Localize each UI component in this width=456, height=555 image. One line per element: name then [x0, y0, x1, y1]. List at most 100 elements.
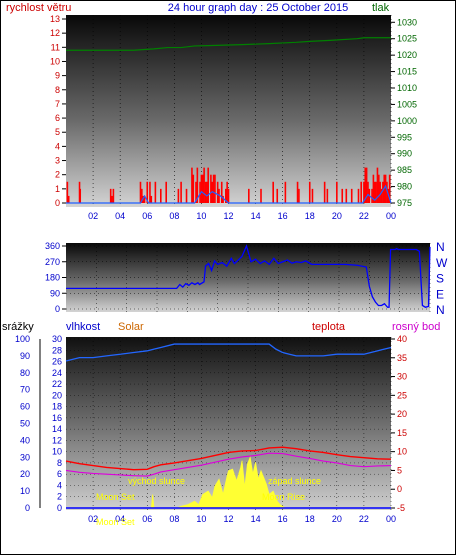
- x-tick-label: 18: [305, 514, 315, 524]
- rain-tick-label: 50: [20, 419, 30, 429]
- wind-speed-tick-label: 8: [55, 85, 60, 95]
- x-tick-label: 08: [169, 211, 179, 221]
- x-tick-label: 18: [305, 211, 315, 221]
- x-tick-label: 10: [196, 211, 206, 221]
- wind-direction-y-axis: 0 90 180 270 360: [45, 241, 66, 314]
- humidity-tick-label: 18: [52, 402, 62, 412]
- temperature-tick-label: 5: [397, 465, 402, 475]
- x-tick-label: 14: [251, 211, 261, 221]
- pressure-line: [66, 37, 391, 51]
- sunrise-annotation: východ slunce: [128, 476, 185, 486]
- dewpoint-axis-label: rosný bod: [392, 321, 440, 333]
- wind-pressure-x-axis: 02 04 06 08 10 12 14 16 18 20 22 00: [88, 211, 396, 221]
- temperature-tick-label: 15: [397, 428, 407, 438]
- pressure-tick-label: 980: [397, 182, 412, 192]
- chart-title: 24 hour graph day : 25 October 2015: [168, 2, 348, 14]
- rain-tick-label: 70: [20, 385, 30, 395]
- dewpoint-line: [65, 452, 392, 477]
- wind-speed-axis-label: rychlost větru: [6, 2, 71, 14]
- temperature-tick-label: 30: [397, 372, 407, 382]
- rain-humidity-x-axis: 02 04 06 08 10 12 14 16 18 20 22 00: [88, 514, 396, 524]
- x-tick-label: 08: [169, 514, 179, 524]
- wind-direction-line: [66, 244, 431, 308]
- temperature-tick-label: 25: [397, 390, 407, 400]
- wind-speed-tick-label: 9: [55, 71, 60, 81]
- x-tick-label: 22: [359, 514, 369, 524]
- wind-speed-tick-label: 7: [55, 99, 60, 109]
- x-tick-label: 16: [278, 211, 288, 221]
- rain-tick-label: 20: [20, 469, 30, 479]
- rain-axis-label: srážky: [2, 321, 34, 333]
- humidity-tick-label: 4: [57, 480, 62, 490]
- x-tick-label: 12: [223, 514, 233, 524]
- x-tick-label: 12: [223, 211, 233, 221]
- rain-tick-label: 100: [15, 334, 30, 344]
- x-tick-label: 16: [278, 514, 288, 524]
- wind-speed-tick-label: 2: [55, 170, 60, 180]
- wind-direction-line: [66, 244, 431, 308]
- x-tick-label: 02: [88, 211, 98, 221]
- humidity-tick-label: 30: [52, 334, 62, 344]
- pressure-tick-label: 975: [397, 198, 412, 208]
- humidity-tick-label: 8: [57, 458, 62, 468]
- x-tick-label: 00: [386, 514, 396, 524]
- solar-axis-label: Solar: [118, 321, 144, 333]
- rain-tick-label: 60: [20, 402, 30, 412]
- wind-pressure-grid: [92, 15, 392, 207]
- x-tick-label: 04: [115, 211, 125, 221]
- humidity-tick-label: 2: [57, 492, 62, 502]
- x-tick-label: 20: [332, 514, 342, 524]
- wind-speed-tick-label: 6: [55, 113, 60, 123]
- moon-set-bottom-annotation: Moon Set: [96, 517, 135, 527]
- pressure-tick-label: 1015: [397, 67, 417, 77]
- wind-speed-tick-label: 10: [50, 56, 60, 66]
- moon-set-annotation: Moon Set: [96, 492, 135, 502]
- compass-label: N: [436, 303, 445, 317]
- rain-tick-label: 40: [20, 435, 30, 445]
- wind-speed-tick-label: 13: [50, 14, 60, 24]
- compass-label: N: [436, 240, 445, 254]
- direction-tick-label: 270: [45, 257, 60, 267]
- humidity-tick-label: 10: [52, 447, 62, 457]
- wind-speed-tick-label: 12: [50, 28, 60, 38]
- x-tick-label: 20: [332, 211, 342, 221]
- direction-tick-label: 180: [45, 273, 60, 283]
- pressure-tick-label: 1010: [397, 83, 417, 93]
- humidity-line: [65, 343, 392, 362]
- rain-humidity-lines: [65, 343, 392, 509]
- humidity-tick-label: 0: [57, 503, 62, 513]
- x-tick-label: 22: [359, 211, 369, 221]
- x-tick-label: 06: [142, 211, 152, 221]
- rain-tick-label: 30: [20, 452, 30, 462]
- pressure-tick-label: 985: [397, 165, 412, 175]
- humidity-tick-label: 16: [52, 413, 62, 423]
- moon-rise-annotation: Moon Rise: [262, 492, 305, 502]
- temperature-axis-label: teplota: [312, 321, 346, 333]
- x-tick-label: 10: [196, 514, 206, 524]
- pressure-tick-label: 990: [397, 149, 412, 159]
- temperature-tick-label: -5: [397, 503, 405, 513]
- rain-tick-label: 80: [20, 368, 30, 378]
- compass-label: E: [436, 287, 444, 301]
- temperature-tick-label: 35: [397, 353, 407, 363]
- rain-tick-label: 90: [20, 351, 30, 361]
- humidity-tick-label: 28: [52, 345, 62, 355]
- x-tick-label: 04: [115, 514, 125, 524]
- pressure-y-axis: 975 980 985 990 995 1000 1005 1010 1015 1020 1025 1…: [391, 17, 417, 208]
- wind-speed-tick-label: 11: [51, 42, 60, 52]
- temperature-tick-label: 40: [397, 334, 407, 344]
- wind-speed-tick-label: 0: [55, 198, 60, 208]
- direction-tick-label: 0: [55, 304, 60, 314]
- pressure-tick-label: 1025: [397, 34, 417, 44]
- wind-direction-grid: [66, 243, 431, 312]
- rain-tick-label: 0: [25, 503, 30, 513]
- direction-tick-label: 90: [50, 288, 60, 298]
- wind-speed-tick-label: 5: [55, 127, 60, 137]
- temperature-line: [65, 446, 392, 471]
- x-tick-label: 00: [386, 211, 396, 221]
- compass-label: W: [436, 256, 448, 270]
- pressure-tick-label: 995: [397, 132, 412, 142]
- temperature-tick-label: 20: [397, 409, 407, 419]
